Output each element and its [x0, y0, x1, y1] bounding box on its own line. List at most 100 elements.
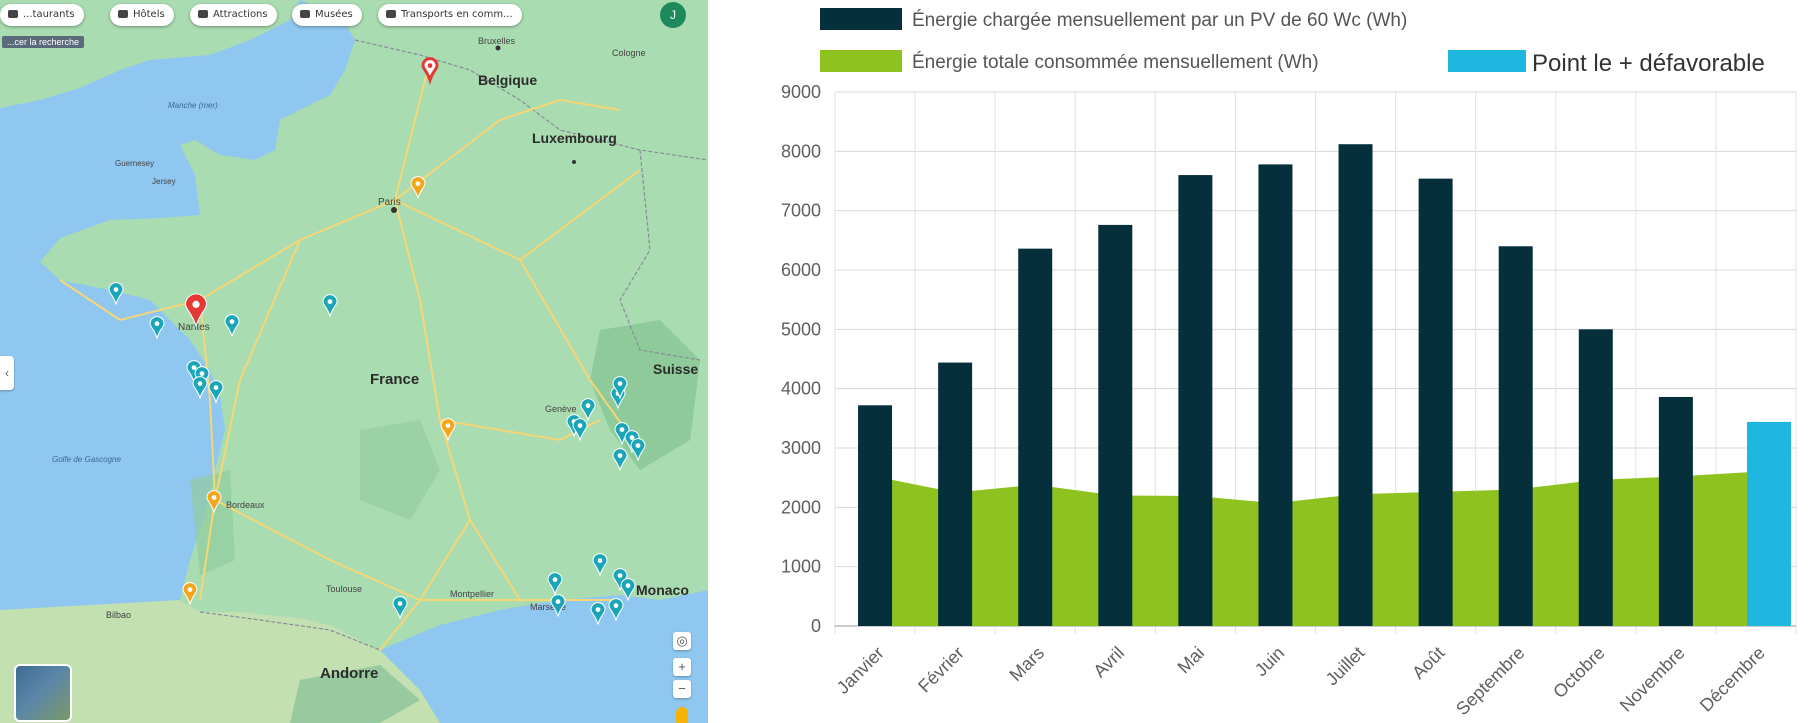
collapse-panel-icon[interactable]: ‹: [0, 356, 14, 390]
energy-chart: 0 1000 2000 3000 4000 5000 6000 7000 8000 9000 Jan…: [781, 8, 1797, 719]
map-pin-dot: [597, 558, 603, 563]
chip-bus[interactable]: Transports en comm...: [378, 4, 522, 26]
map-pin-icon[interactable]: [592, 553, 608, 577]
map-pin-dot: [635, 443, 641, 448]
map-pin-dot: [555, 599, 561, 604]
map-pin-icon[interactable]: [620, 578, 636, 602]
map-pin-icon[interactable]: [572, 418, 588, 442]
restaurant-icon: [8, 10, 18, 18]
zoom-out-button[interactable]: −: [673, 680, 691, 698]
map-pin-dot: [552, 577, 558, 582]
map-pin-icon[interactable]: [206, 490, 222, 514]
map-pin-icon[interactable]: [410, 176, 426, 200]
x-tick-label: Septembre: [1452, 643, 1528, 719]
user-avatar[interactable]: J: [660, 2, 686, 28]
camera-icon: [198, 10, 208, 18]
map-pin-icon[interactable]: [630, 438, 646, 462]
layers-thumbnail[interactable]: [14, 664, 72, 722]
legend-label-consumed: Énergie totale consommée mensuellement (…: [912, 52, 1319, 73]
map-pin-dot: [229, 319, 235, 324]
y-tick-label: 7000: [781, 201, 821, 221]
y-tick-label: 4000: [781, 379, 821, 399]
map-pin-icon[interactable]: [580, 398, 596, 422]
map-pin-dot: [613, 603, 619, 608]
y-tick-label: 0: [811, 616, 821, 636]
map-pin-icon[interactable]: [547, 572, 563, 596]
bar-energy-charged: [1098, 224, 1133, 626]
map-pin-dot: [619, 427, 625, 432]
map-pin-icon[interactable]: [224, 314, 240, 338]
y-tick-label: 9000: [781, 82, 821, 102]
bar-energy-charged: [1178, 175, 1213, 627]
label-guernesey: Guernesey: [115, 159, 154, 168]
x-tick-label: Juillet: [1322, 643, 1369, 690]
map-pin-icon[interactable]: [612, 376, 628, 400]
x-tick-label: Octobre: [1549, 643, 1608, 702]
map-pin-dot: [585, 403, 591, 408]
label-jersey: Jersey: [152, 177, 176, 186]
label-suisse: Suisse: [653, 361, 698, 377]
label-nantes: Nantes: [178, 322, 210, 333]
france-map[interactable]: Belgique Luxembourg France Suisse Monaco…: [0, 0, 708, 723]
map-pin-dot: [213, 385, 219, 390]
chip-camera[interactable]: Attractions: [190, 4, 277, 26]
map-pin-dot: [629, 435, 635, 440]
map-pin-dot: [427, 63, 433, 68]
map-pin-icon[interactable]: [392, 596, 408, 620]
bar-energy-charged: [938, 362, 973, 626]
map-pin-icon[interactable]: [590, 602, 606, 626]
label-manche: Manche (mer): [168, 101, 218, 110]
map-pins[interactable]: [108, 57, 646, 626]
map-pin-icon[interactable]: [550, 594, 566, 618]
legend-swatch-worst: [1448, 50, 1526, 72]
legend-label-worst: Point le + défavorable: [1532, 50, 1765, 77]
chip-museum[interactable]: Musées: [292, 4, 362, 26]
consumption-area: [875, 471, 1756, 626]
y-tick-label: 3000: [781, 438, 821, 458]
bar-worst-point: [1747, 421, 1791, 626]
map-pin-icon[interactable]: [192, 376, 208, 400]
map-pin-dot: [154, 321, 160, 326]
search-area-button[interactable]: ...cer la recherche: [2, 36, 85, 48]
map-pin-icon[interactable]: [612, 448, 628, 472]
pegman-icon[interactable]: [676, 707, 688, 723]
museum-icon: [300, 10, 310, 18]
map-pin-dot: [577, 423, 583, 428]
x-tick-label: Février: [914, 643, 968, 697]
x-tick-label: Avril: [1089, 643, 1128, 682]
map-pin-icon[interactable]: [608, 598, 624, 622]
chip-restaurant[interactable]: ...taurants: [0, 4, 84, 26]
map-pin-dot: [197, 381, 203, 386]
map-pin-icon[interactable]: [208, 380, 224, 404]
label-belgique: Belgique: [478, 72, 537, 88]
map-pin-icon[interactable]: [440, 418, 456, 442]
map-pin-dot: [192, 300, 200, 308]
label-monaco: Monaco: [636, 582, 689, 598]
map-pin-dot: [617, 381, 623, 386]
map-pin-dot: [617, 573, 623, 578]
label-france: France: [370, 371, 419, 388]
label-cologne: Cologne: [612, 48, 646, 58]
map-pin-dot: [211, 495, 217, 500]
label-bordeaux: Bordeaux: [226, 500, 265, 510]
map-pin-icon[interactable]: [322, 294, 338, 318]
zoom-in-button[interactable]: +: [673, 658, 691, 676]
map-pin-icon[interactable]: [421, 57, 439, 86]
map-pin-icon[interactable]: [149, 316, 165, 340]
map-pin-icon[interactable]: [184, 293, 208, 328]
map-panel[interactable]: Belgique Luxembourg France Suisse Monaco…: [0, 0, 708, 723]
bar-energy-charged: [1418, 178, 1453, 627]
chip-bed[interactable]: Hôtels: [110, 4, 174, 26]
chip-label: Transports en comm...: [401, 9, 513, 20]
chip-label: Attractions: [213, 9, 268, 20]
x-tick-label: Mars: [1006, 643, 1048, 685]
location-icon[interactable]: ◎: [673, 632, 691, 650]
map-pin-dot: [617, 453, 623, 458]
map-pin-dot: [327, 299, 333, 304]
map-pin-icon[interactable]: [108, 282, 124, 306]
map-pin-icon[interactable]: [182, 582, 198, 606]
x-tick-label: Août: [1408, 643, 1448, 683]
map-pin-dot: [415, 181, 421, 187]
label-bruxelles: Bruxelles: [478, 36, 516, 46]
bar-energy-charged: [1658, 396, 1693, 626]
